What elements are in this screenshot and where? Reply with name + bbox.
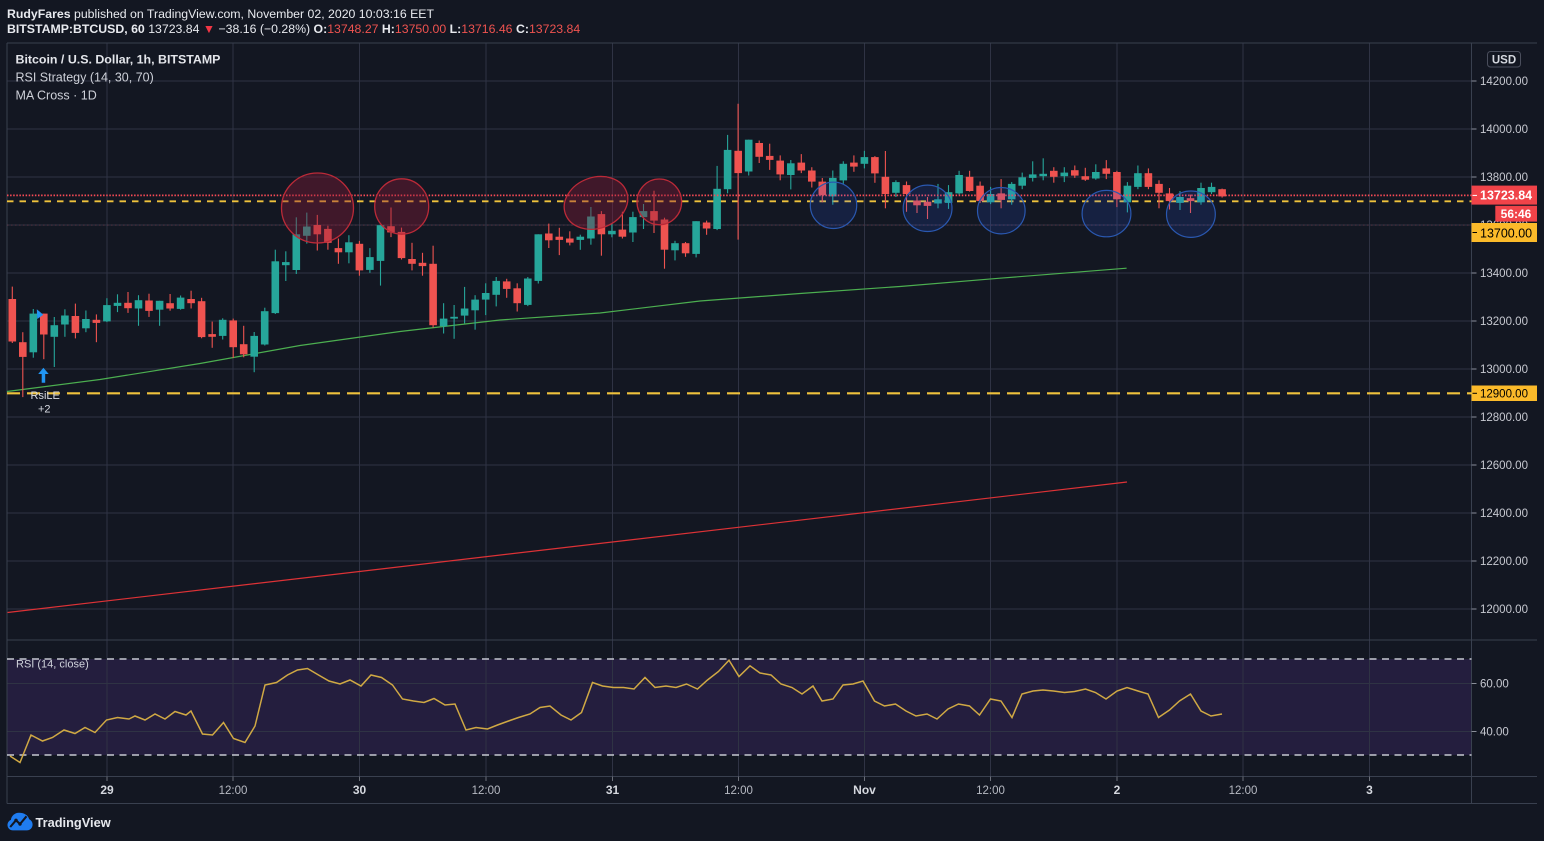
svg-text:56:46: 56:46 — [1501, 207, 1532, 221]
svg-text:12:00: 12:00 — [1229, 785, 1258, 797]
svg-text:12000.00: 12000.00 — [1480, 604, 1528, 616]
svg-text:13000.00: 13000.00 — [1480, 364, 1528, 376]
svg-text:BITSTAMP:BTCUSD, 60 13723.84: BITSTAMP:BTCUSD, 60 13723.84 ▼ −38.16 (−… — [7, 22, 580, 36]
svg-text:12:00: 12:00 — [724, 785, 753, 797]
svg-text:14200.00: 14200.00 — [1480, 76, 1528, 88]
svg-text:12600.00: 12600.00 — [1480, 460, 1528, 472]
svg-text:13800.00: 13800.00 — [1480, 172, 1528, 184]
svg-text:RudyFares published on Trading: RudyFares published on TradingView.com, … — [7, 7, 434, 21]
svg-text:13400.00: 13400.00 — [1480, 268, 1528, 280]
svg-text:40.00: 40.00 — [1480, 727, 1509, 739]
svg-text:13723.84: 13723.84 — [1480, 189, 1532, 203]
svg-text:31: 31 — [606, 783, 620, 797]
svg-text:12800.00: 12800.00 — [1480, 412, 1528, 424]
svg-text:12:00: 12:00 — [976, 785, 1005, 797]
svg-text:Bitcoin / U.S. Dollar, 1h, BIT: Bitcoin / U.S. Dollar, 1h, BITSTAMP — [16, 53, 221, 67]
svg-text:12:00: 12:00 — [219, 785, 248, 797]
svg-text:3: 3 — [1366, 783, 1373, 797]
svg-text:30: 30 — [353, 783, 367, 797]
svg-text:2: 2 — [1114, 783, 1121, 797]
svg-text:12900.00: 12900.00 — [1480, 388, 1528, 400]
svg-text:12400.00: 12400.00 — [1480, 508, 1528, 520]
svg-text:RSI Strategy (14, 30, 70): RSI Strategy (14, 30, 70) — [16, 71, 154, 85]
svg-text:13700.00: 13700.00 — [1480, 226, 1532, 240]
svg-text:Nov: Nov — [853, 783, 876, 797]
svg-text:RsiLE: RsiLE — [31, 390, 60, 402]
svg-text:29: 29 — [100, 783, 114, 797]
svg-text:+2: +2 — [38, 403, 51, 415]
svg-text:MA Cross · 1D: MA Cross · 1D — [16, 89, 97, 103]
svg-text:USD: USD — [1492, 55, 1516, 67]
svg-text:13200.00: 13200.00 — [1480, 316, 1528, 328]
svg-text:60.00: 60.00 — [1480, 679, 1509, 691]
svg-text:12200.00: 12200.00 — [1480, 556, 1528, 568]
svg-text:14000.00: 14000.00 — [1480, 124, 1528, 136]
svg-text:RSI (14, close): RSI (14, close) — [16, 659, 89, 671]
svg-text:12:00: 12:00 — [472, 785, 501, 797]
svg-text:TradingView: TradingView — [36, 815, 111, 830]
